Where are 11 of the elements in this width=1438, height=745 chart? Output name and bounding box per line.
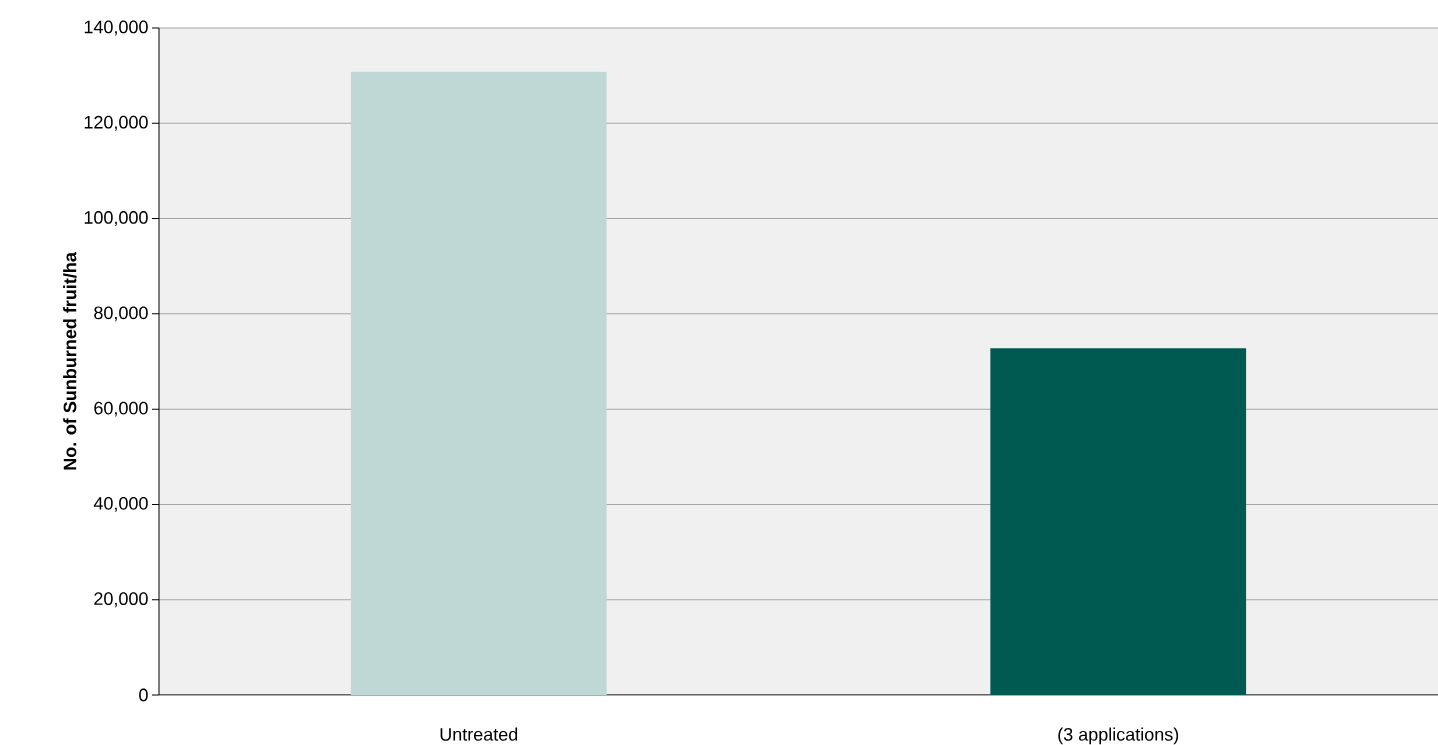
y-tick-label: 60,000 [94,401,148,417]
x-tick-label: (3 applications) [1058,727,1179,745]
y-tick-label: 140,000 [84,20,148,36]
y-tick-label: 80,000 [94,306,148,322]
y-tick-label: 20,000 [94,592,148,608]
y-tick-label: 120,000 [84,115,148,131]
y-tick-label: 100,000 [84,211,148,227]
x-tick-label: Untreated [440,727,518,741]
y-tick-label: 0 [139,688,148,702]
y-axis-title: No. of Sunburned fruit/ha [63,252,77,470]
y-tick-label: 40,000 [93,496,148,512]
